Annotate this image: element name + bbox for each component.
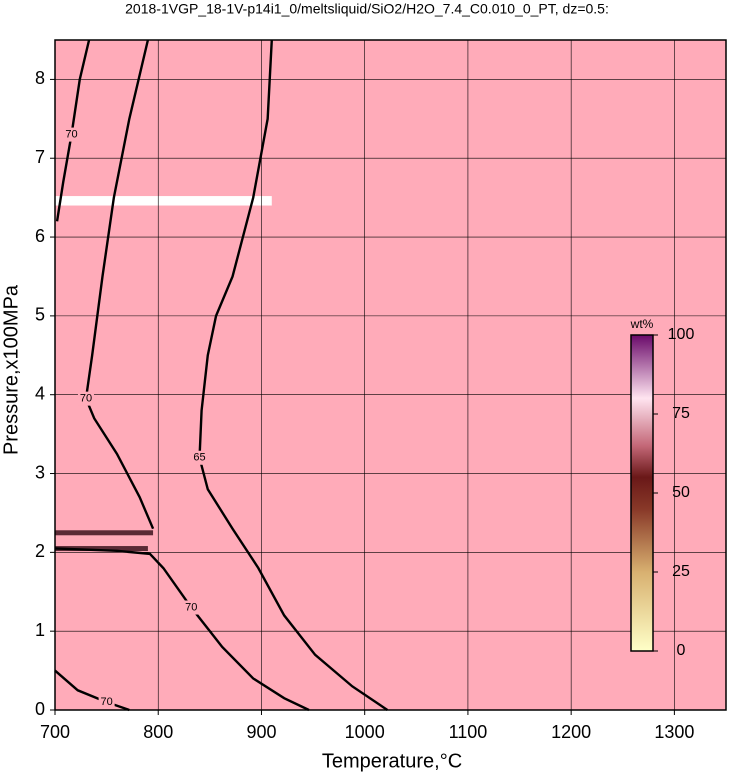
x-tick-label: 1200 [551,722,591,742]
x-tick-label: 700 [40,722,70,742]
dense-band [55,546,148,552]
contour-line [54,669,130,712]
x-tick-label: 1100 [449,722,488,742]
no-data-stripe [55,196,272,206]
contour-label: 70 [185,601,197,613]
contour-label-bg [191,450,208,465]
colorbar [630,334,654,652]
contour-label: 70 [65,128,77,140]
dense-band [55,530,154,536]
x-axis-label: Temperature,°C [322,750,462,772]
chart-title: 2018-1VGP_18-1V-p14i1_0/meltsliquid/SiO2… [125,1,609,17]
contour-line [84,39,155,530]
contour-label: 70 [100,696,112,708]
colorbar-tick-label: 0 [677,642,686,659]
colorbar-label: wt% [630,317,654,331]
y-tick-label: 1 [35,620,45,640]
y-tick-label: 0 [35,699,45,719]
colorbar-tick-label: 75 [672,405,690,422]
y-tick-label: 3 [35,462,45,482]
x-tick-label: 800 [143,722,173,742]
colorbar-tick-label: 50 [672,484,690,501]
contour-label: 65 [193,452,205,464]
y-tick-label: 6 [35,226,45,246]
y-tick-label: 2 [35,541,45,561]
plot-frame [54,39,727,711]
plot-background [55,40,726,710]
y-tick-label: 5 [35,305,45,325]
x-tick-label: 900 [246,722,276,742]
contour-label: 70 [80,393,92,405]
y-tick-label: 7 [35,147,45,167]
contour-label-bg [98,695,115,710]
y-tick-label: 4 [35,383,45,403]
y-tick-label: 8 [35,68,45,88]
contour-label-bg [77,391,94,406]
colorbar-tick-label: 100 [668,326,695,343]
contour-label-bg [63,127,80,142]
contour-label-bg [183,600,200,615]
colorbar-tick-label: 25 [672,563,690,580]
x-tick-label: 1000 [345,722,385,742]
y-axis-label: Pressure,x100MPa [0,284,22,455]
x-tick-label: 1300 [654,722,694,742]
